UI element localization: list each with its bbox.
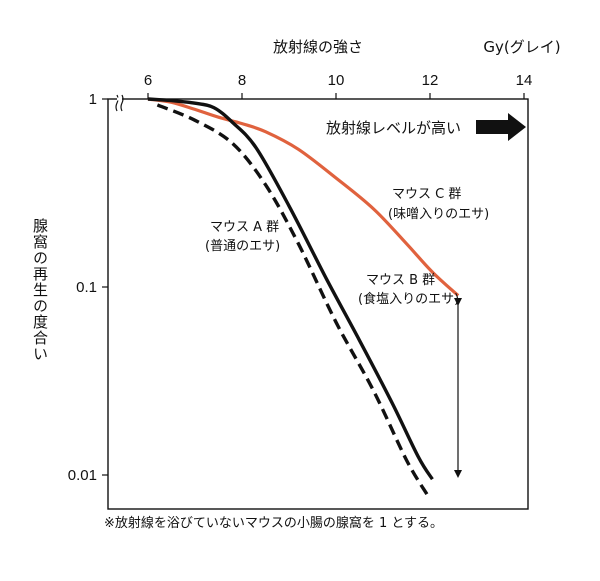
series-a-annotation: マウス A 群 (普通のエサ)	[205, 220, 280, 254]
arrow-label: 放射線レベルが高い	[326, 119, 461, 137]
y-tick-label: 0.1	[76, 279, 97, 296]
series-line-c	[147, 97, 460, 297]
plot-frame	[107, 98, 529, 510]
x-tick-label: 10	[328, 72, 345, 89]
x-tick-label: 12	[422, 72, 439, 89]
series-layer	[147, 97, 460, 497]
x-tick-label: 8	[238, 72, 246, 89]
x-axis-title: 放射線の強さ	[273, 38, 363, 56]
series-line-a	[147, 97, 434, 481]
series-b-label: マウス B 群	[366, 273, 435, 288]
axis-break-mark	[115, 94, 124, 112]
y-axis-title: 腺窩の再生の度合い	[31, 218, 49, 362]
y-tick-label: 0.01	[68, 467, 97, 484]
x-tick-label: 14	[516, 72, 533, 89]
series-c-annotation: マウス C 群 (味噌入りのエサ)	[388, 187, 489, 222]
x-tick-label: 6	[144, 72, 152, 89]
y-tick-label: 1	[89, 91, 97, 108]
series-b-annotation: マウス B 群 (食塩入りのエサ)	[358, 273, 459, 307]
series-b-note: (食塩入りのエサ)	[358, 291, 459, 307]
footnote: ※放射線を浴びていないマウスの小腸の腺窩を 1 とする。	[104, 515, 443, 531]
radiation-level-arrow: 放射線レベルが高い	[326, 113, 526, 141]
series-c-note: (味噌入りのエサ)	[388, 207, 489, 222]
series-c-label: マウス C 群	[392, 187, 461, 202]
x-axis-ticks: 6 8 10 12 14	[144, 72, 533, 99]
series-line-b	[156, 103, 430, 497]
x-axis-unit: Gy(グレイ)	[483, 38, 560, 56]
arrow-shape	[476, 113, 526, 141]
series-a-note: (普通のエサ)	[205, 239, 280, 254]
series-a-label: マウス A 群	[210, 220, 279, 235]
y-axis-ticks: 1 0.1 0.01	[68, 91, 108, 484]
